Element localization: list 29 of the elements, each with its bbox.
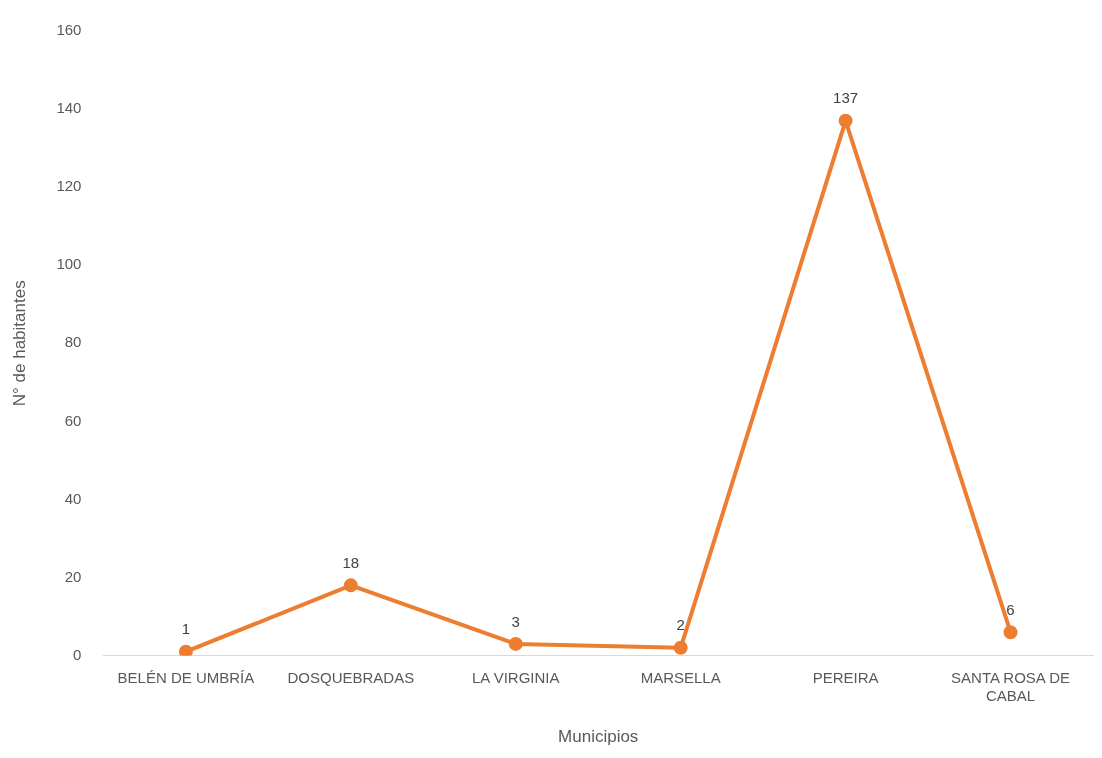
y-tick-label: 80: [64, 333, 82, 351]
data-label: 137: [833, 89, 859, 107]
x-tick-label: SANTA ROSA DE CABAL: [951, 668, 1070, 704]
y-tick-label: 40: [64, 489, 82, 507]
data-label: 1: [181, 620, 191, 638]
x-tick-label: DOSQUEBRADAS: [287, 668, 415, 686]
data-label: 2: [676, 616, 685, 634]
data-label: 3: [511, 612, 520, 630]
y-tick-label: 140: [56, 99, 82, 117]
y-axis-title: N° de habitantes: [9, 280, 29, 407]
y-tick-label: 0: [73, 645, 82, 663]
y-tick-label: 20: [64, 567, 82, 585]
y-tick-label: 60: [64, 411, 82, 429]
x-tick-label: LA VIRGINIA: [471, 668, 560, 686]
point: [1003, 625, 1018, 640]
y-tick-label: 120: [56, 177, 82, 195]
point: [508, 636, 523, 651]
x-tick-label: MARSELLA: [640, 668, 721, 686]
y-tick-label: 100: [56, 255, 82, 273]
point: [673, 640, 688, 655]
point: [178, 644, 193, 656]
data-label: 18: [342, 553, 360, 571]
y-tick-label: 160: [56, 21, 82, 39]
x-tick-label: BELÉN DE UMBRÍA: [117, 668, 255, 686]
x-tick-label: PEREIRA: [812, 668, 879, 686]
x-axis-title: Municipios: [558, 727, 639, 747]
point: [343, 578, 358, 593]
point: [838, 113, 853, 128]
data-label: 6: [1006, 600, 1015, 618]
